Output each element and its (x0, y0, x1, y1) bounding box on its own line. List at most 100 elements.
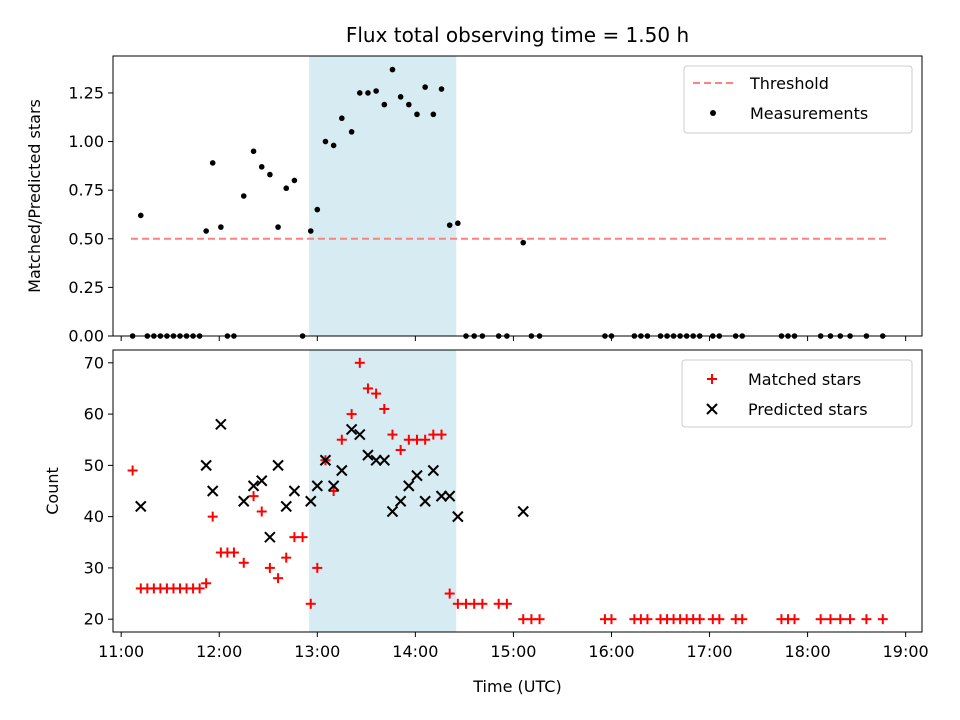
matched-stars-point (312, 562, 323, 573)
matched-stars-point (444, 588, 455, 599)
y-tick-label: 20 (84, 610, 104, 629)
predicted-stars-point (288, 485, 301, 497)
measurement-point (438, 86, 445, 92)
matched-stars-point (835, 614, 846, 625)
matched-stars-point (238, 557, 249, 568)
matched-stars-point (207, 511, 218, 522)
ratio-legend-box (683, 65, 913, 134)
measurement-point (455, 220, 461, 227)
matched-stars-legend-label: Matched stars (748, 370, 861, 389)
legend-x-marker (706, 403, 718, 415)
matched-stars-point (534, 614, 545, 625)
observing-time-highlight (309, 56, 457, 336)
predicted-stars-point (443, 490, 456, 502)
measurement-point (356, 90, 363, 96)
matched-stars-point (371, 388, 382, 399)
measurement-point (314, 206, 321, 213)
predicted-stars-point (394, 495, 407, 507)
measurement-point (258, 164, 265, 170)
count-panel-frame (112, 349, 923, 633)
y-tick-label: 50 (84, 456, 104, 475)
x-tick-label: 16:00 (588, 642, 634, 661)
time-x-axis-label: Time (UTC) (472, 677, 561, 696)
matched-stars-point (714, 614, 725, 625)
matched-stars-point (328, 486, 339, 496)
predicted-stars-point (238, 495, 250, 507)
matched-stars-point (264, 562, 275, 573)
matched-stars-point (305, 598, 316, 609)
predicted-stars-legend-label: Predicted stars (748, 400, 868, 419)
matched-stars-point (387, 429, 398, 440)
matched-stars-point (436, 429, 447, 440)
x-tick-label: 17:00 (686, 642, 732, 661)
predicted-stars-legend-swatch (706, 403, 718, 415)
predicted-stars-point (403, 480, 415, 492)
measurement-point (373, 88, 379, 94)
y-tick-label: 0.75 (68, 181, 104, 200)
measurement-point (240, 193, 247, 199)
measurements-legend-label: Measurements (750, 104, 868, 123)
matched-stars-point (477, 598, 488, 609)
matched-stars-point (354, 357, 365, 368)
x-tick-label: 15:00 (490, 642, 536, 661)
predicted-stars-point (135, 500, 147, 513)
predicted-stars-point (386, 505, 399, 518)
y-tick-label: 60 (84, 405, 104, 424)
matched-stars-point (127, 465, 138, 476)
measurement-point (414, 111, 420, 118)
predicted-stars-point (264, 531, 276, 543)
matched-stars-point (737, 614, 748, 625)
predicted-stars-point (305, 495, 317, 507)
measurements-legend-swatch (710, 110, 716, 116)
threshold-legend-label: Threshold (749, 74, 829, 93)
ratio-x-axis (120, 336, 907, 341)
matched-stars-point (845, 614, 856, 625)
measurement-point (267, 171, 273, 178)
measurement-point (203, 228, 209, 234)
matched-stars-point (201, 578, 212, 589)
matched-stars-point (297, 532, 308, 543)
measurement-point (397, 94, 404, 100)
measurement-point (275, 224, 281, 230)
measurement-point (250, 148, 257, 155)
x-tick-label: 13:00 (294, 642, 340, 661)
count-y-axis-label: Count (43, 467, 62, 515)
y-tick-label: 70 (84, 353, 104, 372)
measurement-point (137, 212, 144, 219)
matched-stars-point (861, 614, 872, 625)
measurement-point (381, 101, 388, 108)
predicted-stars-point (435, 490, 448, 502)
x-tick-label: 12:00 (196, 642, 242, 661)
matched-stars-point (273, 573, 284, 584)
matched-stars-point (362, 383, 373, 394)
matched-stars-series (127, 357, 888, 625)
matched-stars-point (420, 434, 431, 445)
x-tick-label: 19:00 (883, 642, 929, 661)
predicted-stars-point (215, 418, 227, 431)
predicted-stars-point (256, 475, 268, 487)
matched-stars-point (228, 547, 239, 558)
y-tick-label: 0.00 (68, 327, 104, 346)
matched-stars-point (281, 552, 292, 563)
y-tick-label: 30 (84, 558, 104, 577)
count-y-axis: 20 30 40 50 60 70 (84, 353, 113, 629)
measurement-point (291, 177, 298, 184)
matched-stars-point (815, 614, 826, 625)
matched-stars-point (694, 614, 705, 625)
time-x-axis: 11:00 12:00 13:00 14:00 15:00 16:00 17:00 18:00… (98, 632, 929, 661)
count-legend-box (681, 359, 913, 428)
matched-stars-point (346, 409, 357, 420)
chart-title: Flux total observing time = 1.50 h (346, 23, 689, 47)
matched-stars-point (194, 583, 205, 594)
matched-stars-point (877, 614, 888, 625)
count-panel: 20 30 40 50 60 70 11:00 12:00 13:00 14:00 15:00 16… (43, 349, 929, 696)
predicted-stars-point (247, 480, 260, 492)
measurements-series (129, 66, 886, 339)
predicted-stars-point (419, 495, 431, 507)
predicted-stars-point (427, 464, 440, 477)
measurement-point (422, 84, 428, 90)
y-tick-label: 1.25 (68, 83, 104, 102)
predicted-stars-point (370, 454, 382, 466)
predicted-stars-point (517, 505, 529, 518)
